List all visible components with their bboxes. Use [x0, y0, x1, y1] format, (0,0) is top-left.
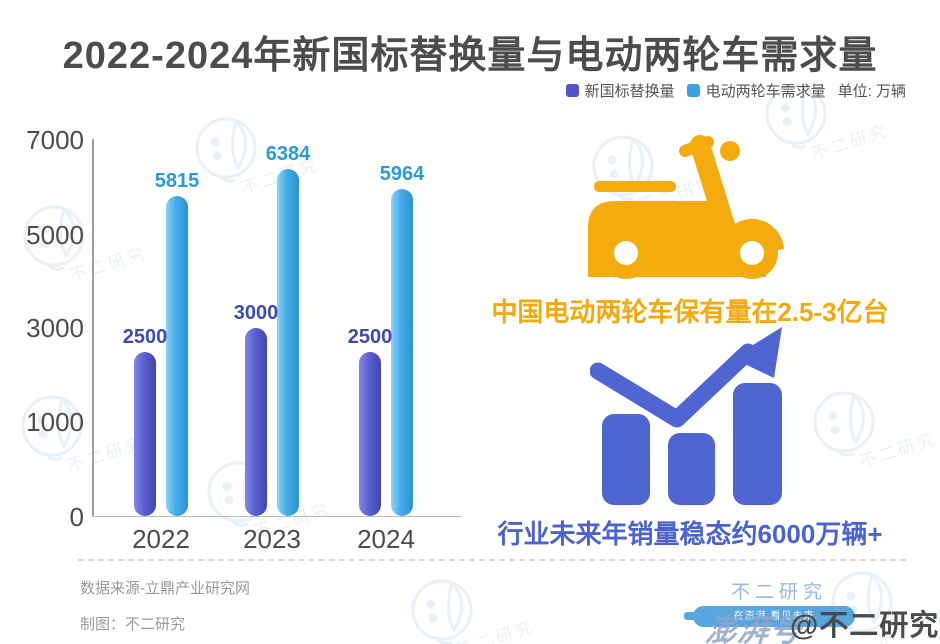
legend-label-demand: 电动两轮车需求量: [705, 83, 826, 100]
author-handle: @不二研究: [790, 610, 940, 642]
trend-arrow-line: [590, 343, 757, 428]
y-tick-label: 7000: [26, 125, 84, 155]
y-tick-label: 0: [69, 502, 84, 532]
data-source-text: 数据来源-立鼎产业研究网: [80, 580, 250, 597]
y-axis-line: [92, 139, 94, 517]
x-tick-label-2022: 2022: [132, 524, 190, 554]
footer-divider: [78, 559, 906, 561]
bar-value-demand-2024: 5964: [379, 163, 425, 186]
legend-swatch-purple-icon: [565, 84, 579, 97]
badge-ribbon-cap: [684, 612, 698, 620]
svg-text:不二研究: 不二研究: [857, 429, 939, 472]
svg-text:不二研究: 不二研究: [455, 617, 537, 644]
legend-swatch-blue-icon: [686, 84, 700, 97]
brand-watermark-icon: 不二研究: [813, 391, 939, 472]
bar-value-demand-2022: 5815: [154, 170, 200, 193]
x-tick-label-2024: 2024: [357, 524, 415, 554]
x-tick-label-2023: 2023: [243, 524, 301, 554]
y-tick-label: 3000: [26, 313, 84, 343]
y-tick-label: 5000: [26, 220, 84, 250]
brand-watermark-icon: 不二研究: [411, 579, 537, 644]
credit-text: 制图：不二研究: [80, 616, 186, 633]
bar-value-replacement-2024: 2500: [347, 325, 393, 348]
scooter-icon: [588, 135, 784, 279]
bar-replacement-2023: [245, 328, 267, 516]
bar-demand-2023: [277, 169, 299, 516]
bar-value-demand-2023: 6384: [265, 143, 311, 166]
svg-text:不二研究: 不二研究: [809, 121, 891, 164]
bar-replacement-2022: [134, 351, 156, 516]
x-axis-line: [92, 516, 462, 517]
growth-chart-icon: [590, 327, 782, 505]
y-tick-label: 1000: [26, 407, 84, 437]
legend-item-replacement: 新国标替换量: [565, 80, 675, 101]
bar-demand-2022: [166, 196, 188, 516]
badge-ribbon: 在澎湃 看见未来: [693, 606, 855, 627]
bar-value-replacement-2023: 3000: [233, 302, 279, 324]
bar-replacement-2024: [359, 351, 381, 516]
forecast-text: 行业未来年销量稳态约6000万辆+: [497, 519, 883, 549]
brand-name: 不二研究: [730, 582, 827, 603]
legend-item-demand: 电动两轮车需求量: [686, 80, 826, 101]
trend-arrow-head: [732, 327, 782, 378]
chart-legend: 新国标替换量 电动两轮车需求量 单位: 万辆: [565, 80, 906, 101]
page-title: 2022-2024年新国标替换量与电动两轮车需求量: [62, 35, 878, 77]
bar-value-replacement-2022: 2500: [122, 325, 168, 348]
bar-demand-2024: [391, 189, 413, 516]
ownership-text: 中国电动两轮车保有量在2.5-3亿台: [491, 297, 889, 327]
legend-label-replacement: 新国标替换量: [584, 83, 675, 100]
legend-unit-label: 单位: 万辆: [837, 83, 906, 100]
